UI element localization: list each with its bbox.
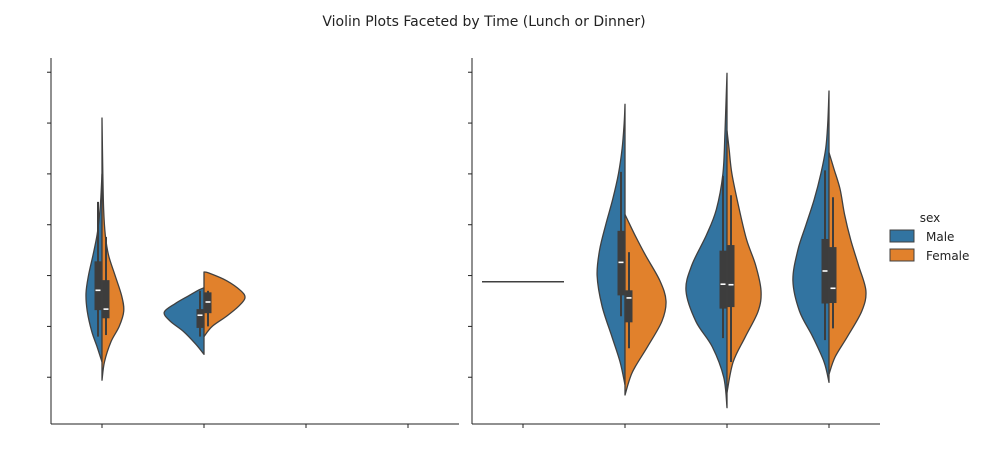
violin-half-male (163, 287, 205, 356)
violin-half-male (596, 103, 626, 386)
facet-1 (468, 58, 880, 428)
legend: sex Male Female (889, 211, 969, 263)
violin-half-male (685, 72, 728, 409)
box-iqr (719, 250, 727, 309)
legend-label-male: Male (926, 230, 954, 244)
violin-half-female (624, 213, 667, 396)
box-iqr (625, 290, 633, 323)
legend-title: sex (920, 211, 941, 225)
facet-0 (47, 58, 459, 428)
violin-half-female (203, 271, 246, 338)
box-iqr (102, 280, 110, 319)
chart-title: Violin Plots Faceted by Time (Lunch or D… (322, 14, 645, 30)
box-iqr (829, 247, 837, 304)
violin-half-female (828, 151, 867, 375)
box-iqr (94, 261, 102, 311)
box-iqr (727, 245, 735, 308)
violin-half-male (792, 90, 830, 383)
violin-half-female (726, 130, 762, 394)
box-iqr (196, 309, 204, 328)
legend-swatch-female (889, 248, 915, 262)
legend-label-female: Female (926, 249, 969, 263)
legend-swatch-male (889, 229, 915, 243)
